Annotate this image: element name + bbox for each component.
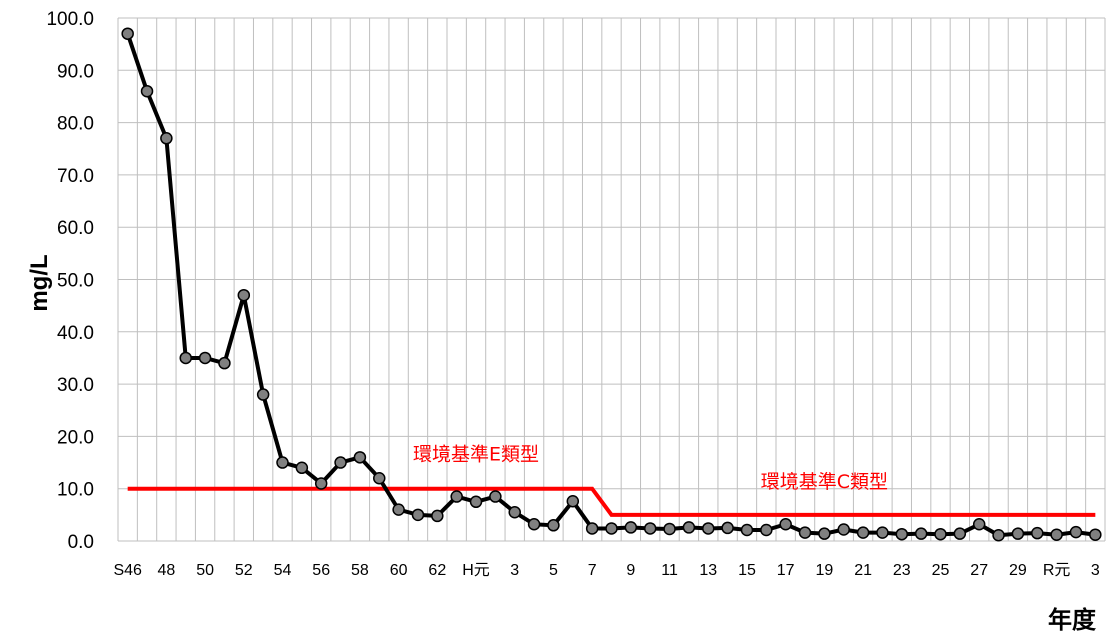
data-point xyxy=(760,523,773,537)
data-point xyxy=(121,27,134,40)
data-point xyxy=(663,522,676,536)
data-point xyxy=(818,527,831,540)
data-point xyxy=(740,523,754,537)
data-point xyxy=(334,456,347,469)
x-tick-label: 15 xyxy=(738,562,756,579)
data-point xyxy=(721,521,734,535)
x-tick-label: 5 xyxy=(549,562,558,579)
x-tick-label: 17 xyxy=(777,562,795,579)
x-tick-label: 54 xyxy=(274,562,292,579)
data-point xyxy=(798,526,812,539)
y-axis-label: mg/L xyxy=(26,254,53,311)
y-tick-label: 90.0 xyxy=(57,61,94,82)
y-tick-label: 100.0 xyxy=(46,9,94,30)
x-tick-label: 25 xyxy=(932,562,950,579)
data-point xyxy=(431,509,444,523)
data-point xyxy=(1031,526,1044,540)
data-point xyxy=(934,527,947,541)
x-tick-label: 7 xyxy=(588,562,597,579)
y-tick-label: 10.0 xyxy=(57,480,94,501)
x-tick-label: H元 xyxy=(462,562,490,579)
gridlines xyxy=(117,17,1106,542)
data-point xyxy=(160,132,173,145)
y-tick-label: 80.0 xyxy=(57,114,94,135)
data-point xyxy=(992,528,1005,542)
standard-e-label: 環境基準E類型 xyxy=(413,444,539,466)
data-point xyxy=(508,505,521,519)
data-point xyxy=(895,527,909,541)
data-point xyxy=(1011,527,1025,540)
y-tick-label: 70.0 xyxy=(57,166,94,187)
data-point xyxy=(585,522,599,535)
x-tick-label: 13 xyxy=(699,562,717,579)
data-point xyxy=(624,521,638,534)
data-point xyxy=(914,527,928,540)
data-point xyxy=(1069,525,1083,539)
y-tick-label: 0.0 xyxy=(68,532,94,553)
standard-c-label: 環境基準C類型 xyxy=(761,471,888,493)
data-point xyxy=(972,518,986,531)
data-point xyxy=(140,84,154,98)
x-tick-label: 3 xyxy=(510,562,519,579)
y-tick-label: 50.0 xyxy=(57,271,94,292)
data-point xyxy=(527,518,541,531)
data-point xyxy=(295,461,309,475)
x-tick-label: 9 xyxy=(626,562,635,579)
data-point xyxy=(373,471,386,485)
x-tick-label: 11 xyxy=(661,562,678,579)
y-tick-label: 60.0 xyxy=(57,218,94,239)
data-point xyxy=(276,456,289,469)
data-point xyxy=(198,351,212,365)
data-point xyxy=(411,508,425,522)
y-tick-label: 30.0 xyxy=(57,375,94,396)
data-point xyxy=(566,495,580,508)
x-axis-label: 年度 xyxy=(1048,606,1097,634)
data-point xyxy=(856,526,870,539)
x-tick-label: 50 xyxy=(196,562,214,579)
data-point xyxy=(237,288,251,302)
x-tick-label: 3 xyxy=(1091,562,1100,579)
data-point xyxy=(779,518,792,531)
data-point xyxy=(953,527,967,540)
x-tick-label: 23 xyxy=(893,562,911,579)
data-point xyxy=(837,523,850,536)
x-tick-label: 27 xyxy=(970,562,988,579)
data-point xyxy=(353,451,367,464)
x-tick-label: S46 xyxy=(113,562,142,579)
data-point xyxy=(450,490,463,503)
data-point xyxy=(469,495,483,509)
x-tick-label: 56 xyxy=(312,562,330,579)
environmental-standard-line xyxy=(127,486,1096,517)
data-point xyxy=(682,521,696,534)
y-tick-label: 20.0 xyxy=(57,427,94,448)
x-tick-label: 62 xyxy=(428,562,446,579)
data-point xyxy=(314,477,328,490)
data-point xyxy=(218,356,231,370)
data-point xyxy=(179,351,192,365)
x-tick-label: 58 xyxy=(351,562,369,579)
data-point xyxy=(876,526,889,539)
data-point xyxy=(489,490,502,503)
data-point xyxy=(702,522,715,535)
x-axis-ticks: S46 48 50 52 54 56 58 60 62 H元 3 5 7 9 11 13 15 17 19 21 23 2… xyxy=(113,562,1099,579)
x-tick-label: 19 xyxy=(815,562,833,579)
x-tick-label: 52 xyxy=(235,562,253,579)
x-tick-label: 60 xyxy=(390,562,408,579)
x-tick-label: 21 xyxy=(854,562,872,579)
y-axis-ticks: 0.0 10.0 20.0 30.0 40.0 50.0 60.0 70.0 80.0 90.0 1… xyxy=(46,9,94,553)
data-point xyxy=(643,522,657,535)
x-tick-label: R元 xyxy=(1043,562,1071,579)
x-tick-label: 48 xyxy=(157,562,175,579)
y-tick-label: 40.0 xyxy=(57,323,94,344)
x-tick-label: 29 xyxy=(1009,562,1027,579)
data-point xyxy=(547,519,560,532)
data-point xyxy=(605,522,618,535)
data-point xyxy=(1050,528,1063,541)
data-point xyxy=(256,388,270,401)
data-point xyxy=(1089,528,1102,541)
data-point xyxy=(392,503,405,516)
data-series xyxy=(121,27,1102,542)
